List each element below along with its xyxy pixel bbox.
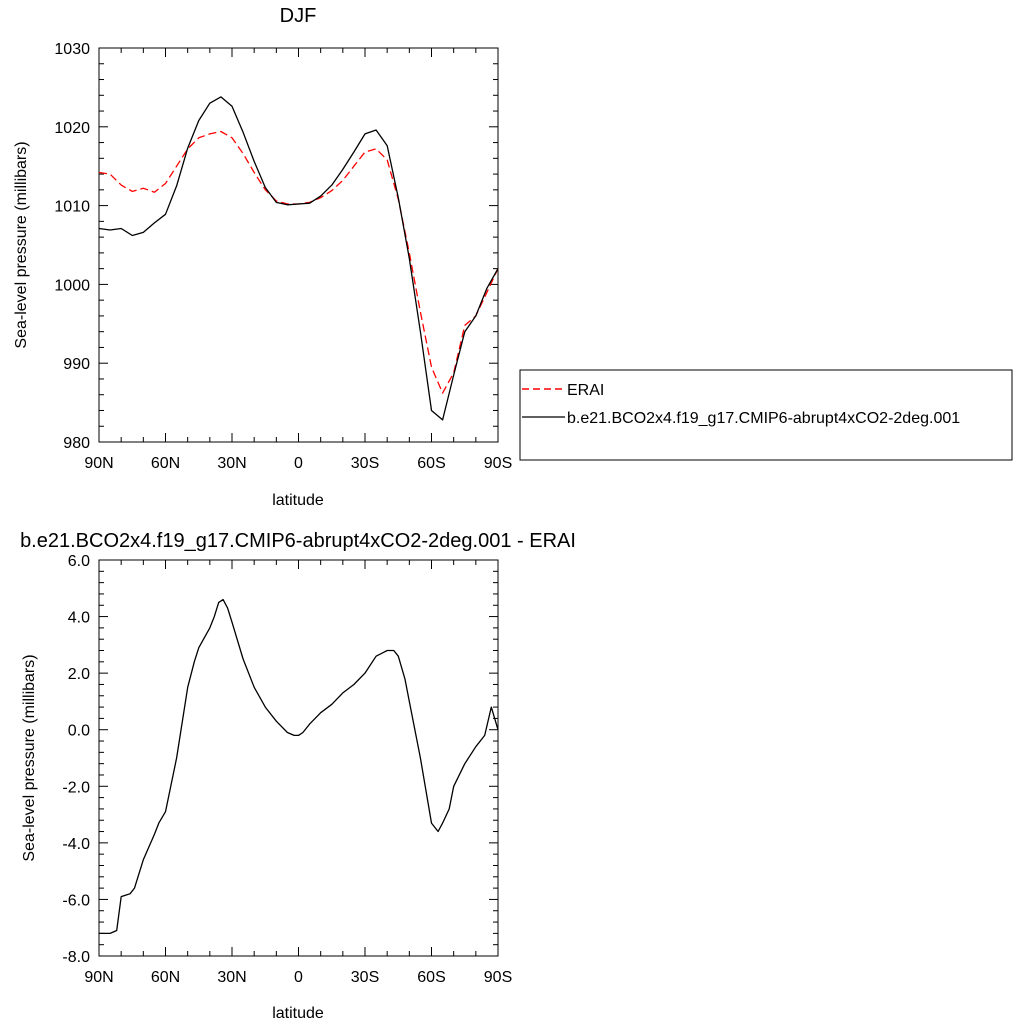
x-axis: 90N 60N 30N 0 30S 60S 90S (84, 560, 512, 986)
series-line-0 (98, 130, 499, 394)
y-tick-label: 1030 (54, 41, 90, 58)
series-line-0 (99, 598, 499, 935)
x-axis-title: latitude (272, 492, 324, 509)
legend-label-model: b.e21.BCO2x4.f19_g17.CMIP6-abrupt4xCO2-2… (567, 410, 960, 427)
x-tick-label: 30S (351, 969, 379, 986)
x-tick-label: 30N (217, 455, 246, 472)
legend-box (519, 369, 1013, 461)
x-tick-label: 0 (294, 455, 303, 472)
y-tick-label: -2.0 (62, 779, 90, 796)
x-axis: 90N 60N 30N 0 30S 60S 90S (84, 48, 512, 472)
x-tick-label: 60N (151, 455, 180, 472)
x-tick-label: 0 (294, 969, 303, 986)
x-tick-label: 30S (351, 455, 379, 472)
x-tick-label: 30N (217, 969, 246, 986)
series-line-1 (98, 96, 499, 421)
y-tick-label: 980 (63, 435, 90, 452)
y-tick-label: -6.0 (62, 892, 90, 909)
chart-title: b.e21.BCO2x4.f19_g17.CMIP6-abrupt4xCO2-2… (20, 530, 576, 552)
legend: ERAI b.e21.BCO2x4.f19_g17.CMIP6-abrupt4x… (519, 369, 1013, 461)
y-axis: -8.0 -6.0 -4.0 -2.0 0.0 2.0 4.0 6.0 (62, 553, 498, 966)
x-tick-label: 60S (417, 969, 445, 986)
y-tick-label: 1020 (54, 120, 90, 137)
x-tick-label: 60S (417, 455, 445, 472)
y-tick-label: 1000 (54, 277, 90, 294)
x-tick-label: 90N (84, 455, 113, 472)
x-axis-title: latitude (272, 1005, 324, 1022)
y-tick-label: 2.0 (68, 666, 90, 683)
x-tick-label: 60N (151, 969, 180, 986)
slp-difference-panel: b.e21.BCO2x4.f19_g17.CMIP6-abrupt4xCO2-2… (20, 530, 576, 1022)
y-tick-label: -8.0 (62, 949, 90, 966)
x-tick-label: 90S (484, 455, 512, 472)
y-tick-label: 990 (63, 356, 90, 373)
y-tick-label: 0.0 (68, 723, 90, 740)
legend-label-erai: ERAI (567, 382, 604, 399)
y-tick-label: 1010 (54, 199, 90, 216)
series-layer (98, 96, 499, 421)
slp-panel: DJF 980 990 1000 1010 1020 1030 90N 60N 30N 0 30S… (13, 5, 1013, 509)
x-tick-label: 90S (484, 969, 512, 986)
y-tick-label: 6.0 (68, 553, 90, 570)
y-tick-label: 4.0 (68, 610, 90, 627)
plot-frame (98, 559, 499, 957)
y-axis-title: Sea-level pressure (millibars) (21, 654, 38, 861)
y-axis: 980 990 1000 1010 1020 1030 (54, 41, 498, 452)
series-layer (99, 598, 499, 935)
y-axis-title: Sea-level pressure (millibars) (13, 141, 30, 348)
x-tick-label: 90N (84, 969, 113, 986)
y-tick-label: -4.0 (62, 836, 90, 853)
chart-title: DJF (280, 5, 317, 27)
